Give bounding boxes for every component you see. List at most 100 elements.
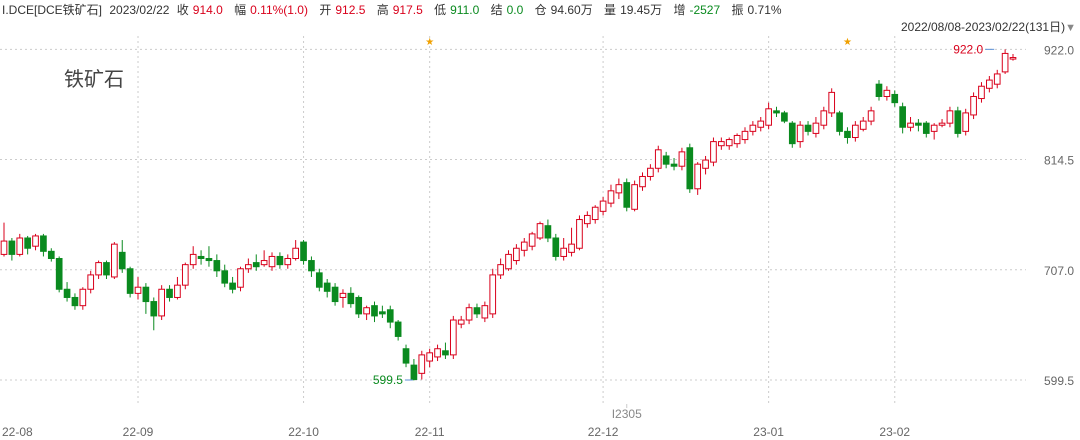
candle-body [662, 155, 670, 165]
candle-body [765, 108, 772, 126]
candle-body [473, 307, 481, 315]
y-tick-label: 922.0 [1044, 43, 1074, 57]
candle-body [189, 253, 197, 266]
x-tick-label: 22-12 [588, 425, 619, 439]
candle-body [915, 122, 922, 126]
candle-body [907, 122, 914, 128]
candle-body [394, 321, 402, 337]
candle-body [591, 206, 599, 221]
candle-body [773, 110, 780, 114]
candle-body [844, 130, 851, 139]
symbol-label[interactable]: I.DCE[DCE铁矿石] [2, 3, 103, 17]
settle-label: 结 [490, 3, 503, 17]
candle-body [615, 184, 623, 194]
candle-body [229, 282, 236, 290]
volume-value: 19.45万 [620, 3, 663, 17]
settle-value: 0.0 [506, 3, 524, 17]
candle-body [371, 305, 378, 317]
candle-body [16, 237, 24, 255]
candle-body [418, 354, 426, 374]
min-price-label: 599.5 [373, 373, 403, 387]
candle-body [442, 350, 449, 356]
date-range-selector[interactable]: 2022/08/08-2023/02/22(131日)▼ [901, 20, 1076, 35]
volume-label: 量 [604, 3, 617, 17]
y-tick-label: 707.0 [1044, 264, 1074, 278]
change-value: 0.11%(1.0) [250, 3, 308, 17]
open-interest-value: 94.60万 [550, 3, 593, 17]
candle-body [300, 241, 307, 262]
candle-body [781, 112, 788, 122]
candle-body [79, 288, 87, 307]
date-label: 2023/02/22 [109, 3, 170, 17]
candle-body [828, 91, 836, 114]
candle-body [852, 124, 859, 139]
x-tick-label: 22-09 [123, 425, 154, 439]
star-icon: ★ [843, 37, 852, 48]
candle-body [103, 262, 110, 276]
candle-body [883, 89, 891, 97]
candle-body [930, 124, 938, 132]
candle-body [788, 122, 796, 145]
candle-body [520, 241, 528, 251]
candle-body [922, 122, 930, 134]
candle-body [87, 274, 95, 290]
candle-body [725, 139, 733, 147]
candle-body [639, 175, 646, 188]
candle-body [812, 122, 820, 134]
candle-body [347, 292, 355, 305]
candle-body [237, 268, 244, 288]
candle-body [32, 235, 39, 247]
candle-body [292, 247, 300, 260]
candle-body [55, 258, 63, 290]
max-price-label: 922.0 [953, 42, 983, 56]
candle-body [379, 311, 386, 315]
candle-body [40, 235, 47, 252]
candle-body [63, 288, 71, 298]
candle-body [804, 124, 812, 132]
candle-body [434, 348, 441, 358]
low-value: 911.0 [450, 3, 480, 17]
chart-title: 铁矿石 [64, 67, 124, 91]
candle-body [536, 223, 544, 239]
candle-body [891, 93, 899, 104]
candle-body [670, 163, 678, 167]
amplitude-label: 振 [731, 3, 744, 17]
candle-body [47, 250, 55, 260]
candle-body [24, 237, 31, 249]
candle-body [717, 141, 725, 147]
candle-body [166, 288, 173, 298]
candle-body [118, 251, 126, 270]
candle-body [647, 167, 654, 177]
candle-body [158, 288, 165, 317]
candle-body [962, 112, 970, 132]
oi-change-label: 增 [673, 3, 686, 17]
open-label: 开 [319, 3, 332, 17]
candle-body [457, 319, 465, 325]
candle-body [741, 130, 749, 141]
candle-body [181, 264, 189, 286]
candle-body [970, 95, 977, 116]
candle-body [978, 85, 985, 100]
candle-body [899, 106, 906, 128]
y-tick-label: 814.5 [1044, 154, 1074, 168]
close-label: 收 [176, 3, 189, 17]
date-range-text: 2022/08/08-2023/02/22(131日) [900, 20, 1066, 34]
candle-body [654, 149, 662, 169]
candle-body [0, 240, 8, 255]
candle-body [631, 184, 638, 210]
open-value: 912.5 [335, 3, 366, 17]
high-label: 高 [376, 3, 389, 17]
candle-body [268, 255, 276, 268]
oi-change-value: -2527 [689, 3, 721, 17]
open-interest-label: 仓 [534, 3, 547, 17]
candle-body [71, 296, 79, 307]
candle-body [331, 286, 339, 303]
candle-body [284, 258, 292, 266]
candle-body [867, 110, 875, 122]
candle-body [315, 272, 323, 288]
candle-body [426, 352, 434, 362]
candle-body [95, 262, 102, 276]
chevron-down-icon[interactable]: ▼ [1065, 22, 1076, 34]
close-value: 914.0 [192, 3, 223, 17]
